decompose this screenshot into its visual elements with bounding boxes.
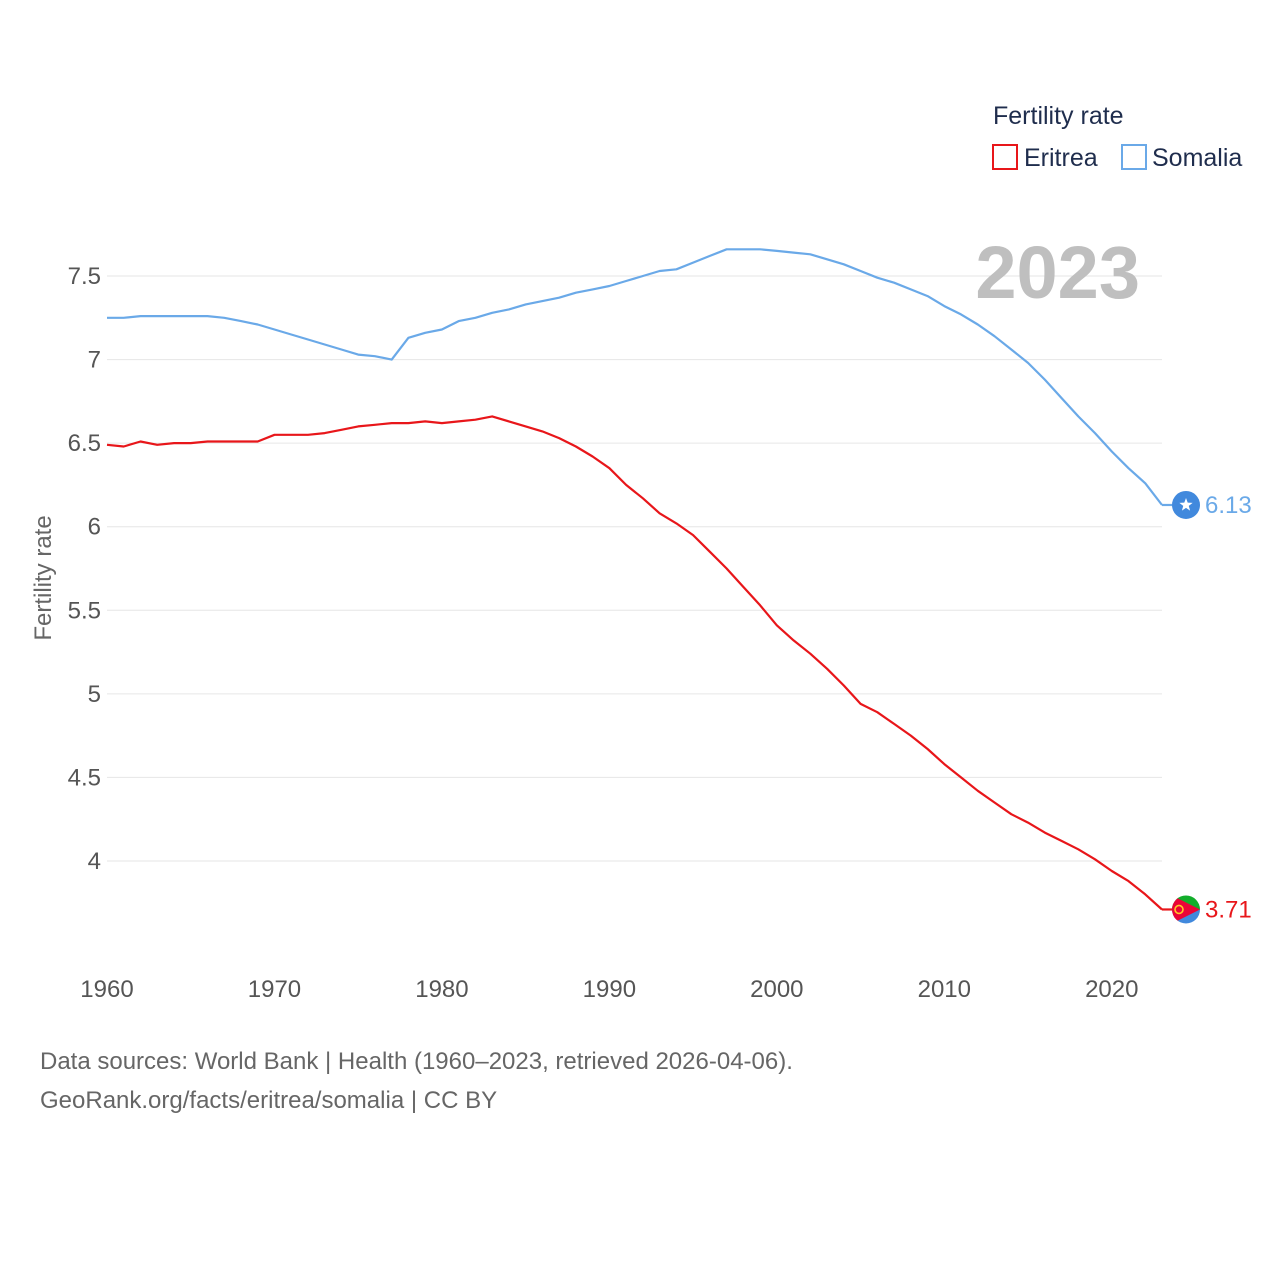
y-tick-label: 6.5 bbox=[68, 430, 101, 457]
x-tick-label: 2020 bbox=[1085, 976, 1138, 1003]
y-tick-label: 7 bbox=[88, 347, 101, 374]
source-note: Data sources: World Bank | Health (1960–… bbox=[40, 1042, 793, 1120]
x-axis-ticks: 1960 1970 1980 1990 2000 2010 2020 bbox=[80, 976, 1138, 1003]
legend-item-somalia[interactable]: Somalia bbox=[1121, 144, 1242, 172]
y-axis-ticks: 4 4.5 5 5.5 6 6.5 7 7.5 bbox=[68, 263, 101, 875]
series-lines bbox=[106, 248, 1172, 911]
eritrea-flag-icon bbox=[1172, 895, 1200, 924]
x-tick-label: 2010 bbox=[918, 976, 971, 1003]
legend-label-somalia: Somalia bbox=[1152, 144, 1242, 172]
end-markers: 3.71 6.13 bbox=[1172, 490, 1252, 924]
x-tick-label: 1960 bbox=[80, 976, 133, 1003]
legend-title: Fertility rate bbox=[993, 102, 1124, 130]
y-tick-label: 7.5 bbox=[68, 263, 101, 290]
series-line-somalia[interactable] bbox=[107, 248, 1163, 506]
source-line: Data sources: World Bank | Health (1960–… bbox=[40, 1048, 793, 1075]
y-tick-label: 5.5 bbox=[68, 597, 101, 624]
y-tick-label: 4 bbox=[88, 848, 101, 875]
grid-lines bbox=[107, 275, 1162, 862]
x-tick-label: 2000 bbox=[750, 976, 803, 1003]
x-tick-label: 1990 bbox=[583, 976, 636, 1003]
somalia-flag-icon bbox=[1172, 490, 1200, 519]
legend-item-eritrea[interactable]: Eritrea bbox=[992, 144, 1098, 172]
end-value-label-eritrea: 3.71 bbox=[1205, 896, 1252, 923]
x-tick-label: 1970 bbox=[248, 976, 301, 1003]
series-line-eritrea[interactable] bbox=[106, 415, 1163, 911]
legend-swatch-somalia bbox=[1121, 144, 1147, 170]
y-tick-label: 5 bbox=[88, 681, 101, 708]
end-value-label-somalia: 6.13 bbox=[1205, 492, 1252, 519]
legend-label-eritrea: Eritrea bbox=[1024, 144, 1098, 172]
x-tick-label: 1980 bbox=[415, 976, 468, 1003]
legend: Fertility rate Eritrea Somalia bbox=[992, 102, 1242, 172]
source-link[interactable]: GeoRank.org/facts/eritrea/somalia | CC B… bbox=[40, 1087, 498, 1114]
y-tick-label: 6 bbox=[88, 514, 101, 541]
y-axis-title: Fertility rate bbox=[30, 515, 57, 640]
legend-swatch-eritrea bbox=[992, 144, 1018, 170]
year-label: 2023 bbox=[975, 231, 1140, 314]
y-tick-label: 4.5 bbox=[68, 764, 101, 791]
